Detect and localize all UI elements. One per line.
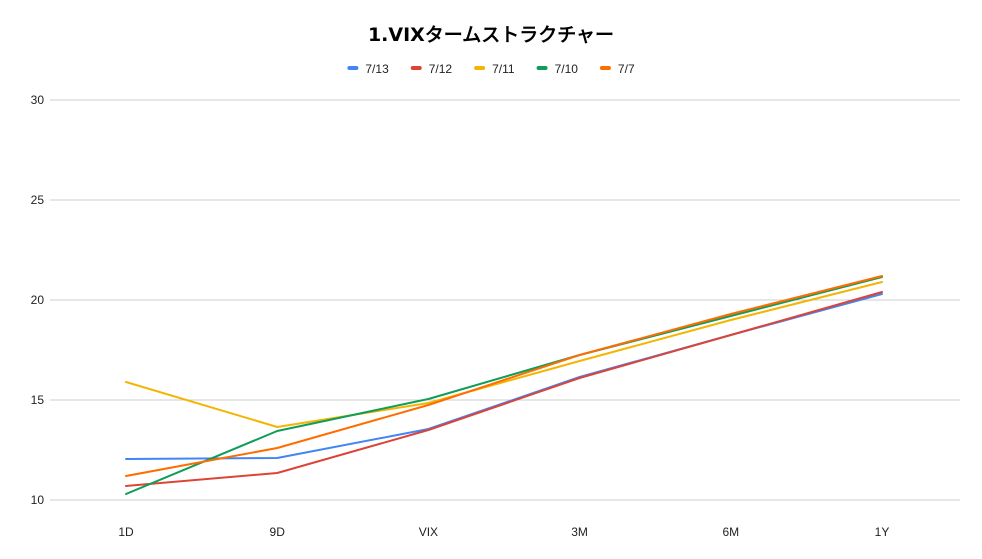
legend-swatch — [536, 66, 548, 70]
legend-swatch — [599, 66, 611, 70]
legend-label: 7/13 — [365, 62, 389, 76]
legend-label: 7/11 — [492, 62, 515, 76]
legend-item: 7/7 — [599, 62, 635, 76]
chart-title: 1.VIXタームストラクチャー — [368, 24, 614, 46]
legend-swatch — [347, 66, 359, 70]
series-line-7-11 — [125, 281, 883, 428]
y-tick-label: 10 — [31, 493, 45, 507]
legend-label: 7/7 — [618, 62, 635, 76]
y-tick-label: 30 — [31, 93, 45, 107]
series-line-7-12 — [125, 291, 883, 487]
x-tick-label: 1Y — [875, 525, 890, 539]
y-tick-label: 25 — [31, 193, 45, 207]
y-tick-label: 15 — [31, 393, 45, 407]
series-lines — [125, 275, 883, 495]
x-axis: 1D 9D VIX 3M 6M 1Y — [118, 525, 889, 539]
x-tick-label: VIX — [419, 525, 438, 539]
x-tick-label: 3M — [571, 525, 588, 539]
legend-swatch — [474, 66, 486, 70]
y-tick-label: 20 — [31, 293, 45, 307]
legend-label: 7/10 — [555, 62, 579, 76]
legend-label: 7/12 — [429, 62, 453, 76]
legend-swatch — [410, 66, 422, 70]
x-tick-label: 6M — [722, 525, 739, 539]
series-line-7-10 — [125, 276, 883, 495]
legend-item: 7/12 — [410, 62, 453, 76]
x-tick-label: 1D — [118, 525, 134, 539]
y-axis: 10 15 20 25 30 — [31, 93, 45, 507]
legend-item: 7/13 — [347, 62, 389, 76]
gridlines — [50, 99, 960, 501]
legend-item: 7/11 — [474, 62, 515, 76]
legend-item: 7/10 — [536, 62, 579, 76]
legend: 7/13 7/12 7/11 7/10 7/7 — [347, 62, 635, 76]
x-tick-label: 9D — [270, 525, 286, 539]
series-line-7-7 — [125, 275, 883, 477]
